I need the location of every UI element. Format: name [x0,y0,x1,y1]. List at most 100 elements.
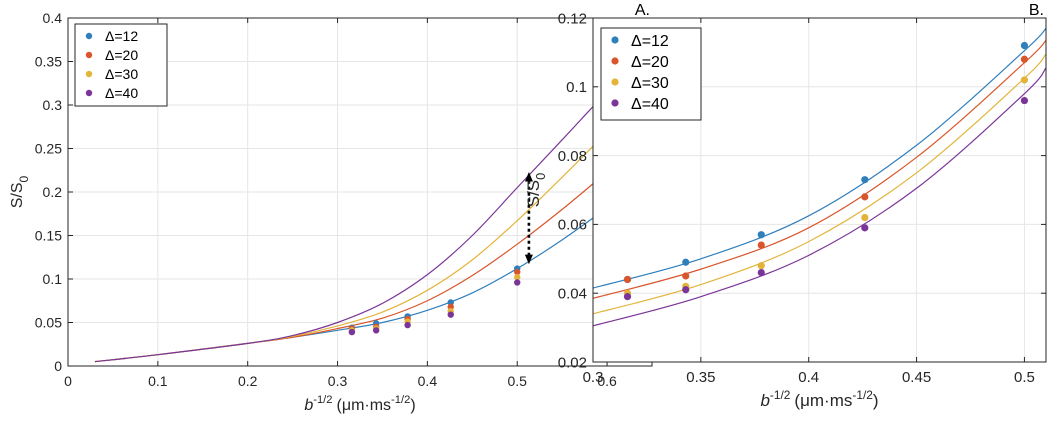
x-tick-label: 0.45 [902,369,931,386]
y-axis-label-base: S/S [9,182,26,208]
x-axis-label-unit: (μm·ms [794,391,852,410]
x-tick-label: 0.3 [583,369,604,386]
data-point [514,268,521,276]
x-tick-label: 0.5 [507,373,527,389]
x-tick-label: 0.1 [148,373,168,389]
y-tick-label: 0.1 [566,79,587,96]
data-point [1020,55,1029,63]
legend-entry: Δ=30 [631,75,669,92]
fit-line-Δ=40 [593,67,1046,327]
data-point [404,321,411,329]
y-tick-label: 0.25 [35,140,62,156]
legend-marker [611,57,619,65]
data-point [682,258,690,266]
legend-entry: Δ=40 [105,85,138,101]
tick-labels: 0 0.1 0.2 0.3 0.4 0.5 0.6 0 0.05 0.1 0.15 0.2 0.25 0.… [35,10,617,389]
data-point [447,311,454,318]
legend-marker [85,32,93,40]
x-axis-label-unit-exp: -1/2 [852,388,873,402]
y-axis-label-base: S/S [524,180,543,207]
y-tick-label: 0.15 [35,227,62,243]
axes-box [592,17,1047,363]
legend-entry: Δ=40 [631,96,669,113]
data-point [623,275,632,284]
data-point [1020,96,1029,105]
legend-entry: Δ=12 [105,28,138,44]
x-tick-label: 0.5 [1014,369,1035,386]
data-point [861,224,869,232]
x-tick-label: 0.2 [238,373,258,389]
data-point [682,286,690,294]
y-axis-label-sub: 0 [17,175,31,182]
y-axis-label: S/S0 [9,175,31,208]
data-point [682,272,690,280]
data-point [861,213,869,222]
x-axis-label-exp: -1/2 [313,394,332,406]
legend-marker [85,89,93,97]
legend-marker [611,36,619,44]
y-tick-label: 0.1 [43,271,63,287]
x-axis-label: b-1/2 (μm·ms-1/2) [760,388,878,410]
ticks [592,17,1046,363]
data-point [372,327,380,334]
legend-entry: Δ=12 [631,33,669,50]
x-tick-label: 0.4 [418,373,438,389]
x-axis-label-close: ) [873,391,879,410]
y-tick-label: 0.3 [43,97,63,113]
data-point [757,268,765,277]
y-tick-label: 0.2 [43,184,63,200]
y-tick-label: 0.12 [558,10,587,27]
fit-curves [94,48,652,363]
legend-marker [611,78,619,86]
chart-panel-a: 0 0.1 0.2 0.3 0.4 0.5 0.6 0 0.05 0.1 0.15 0.2 0.25 0.… [9,2,653,414]
legend-marker [85,51,93,59]
data-point [757,231,765,239]
data-point [861,176,869,184]
y-tick-label: 0.06 [558,217,587,234]
y-tick-label: 0.4 [43,10,63,26]
legend: Δ=12 Δ=20 Δ=30 Δ=40 [74,23,168,107]
x-axis-label: b-1/2 (μm·ms-1/2) [304,394,415,414]
y-tick-label: 0.08 [558,148,587,165]
legend: Δ=12 Δ=20 Δ=30 Δ=40 [600,27,702,121]
x-axis-label-unit-exp: -1/2 [391,394,410,406]
y-tick-label: 0 [54,358,62,374]
y-tick-label: 0.04 [558,285,587,302]
data-point [757,241,765,249]
y-tick-label: 0.35 [35,53,62,69]
panel-label: A. [635,2,650,19]
y-tick-label: 0.05 [35,314,62,330]
legend-entry: Δ=20 [631,54,669,71]
fit-line-Δ=40 [94,48,652,363]
x-tick-label: 0.6 [597,373,617,389]
y-tick-label: 0.02 [558,354,587,371]
x-tick-label: 0.3 [328,373,348,389]
annotation-arrow [524,171,533,265]
tick-labels: 0.3 0.35 0.4 0.45 0.5 0.02 0.04 0.06 0.08 0.1 0.12 [558,10,1035,386]
data-points [623,41,1029,301]
x-axis-label-base: b [760,391,769,410]
arrow-head-down [524,254,533,265]
data-point [861,193,869,201]
y-axis-label-sub: 0 [533,173,548,180]
legend-marker [611,99,619,107]
data-point [1020,76,1029,84]
data-point [757,262,765,270]
y-axis-label: S/S0 [524,173,548,208]
data-point [514,274,521,281]
data-point [514,279,521,286]
x-axis-label-unit: (μm·ms [337,397,392,414]
x-axis-label-close: ) [410,397,415,414]
data-point [1020,41,1029,50]
x-axis-label-exp: -1/2 [770,388,791,402]
panel-label: B. [1029,2,1044,19]
x-tick-label: 0 [64,373,72,389]
legend-entry: Δ=20 [105,47,138,63]
legend-entry: Δ=30 [105,66,138,82]
legend-marker [85,70,93,78]
arrow-head-up [524,171,533,182]
chart-panel-b: 0.3 0.35 0.4 0.45 0.5 0.02 0.04 0.06 0.08 0.1 0.12… [524,2,1047,410]
x-tick-label: 0.4 [798,369,819,386]
x-tick-label: 0.35 [686,369,715,386]
